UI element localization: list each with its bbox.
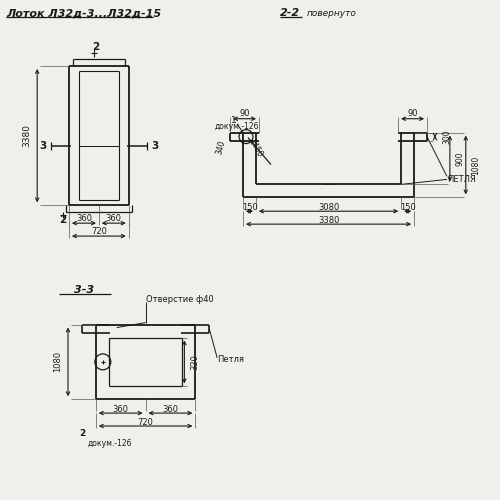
Text: докум.-126: докум.-126 — [88, 440, 132, 448]
Text: 3380: 3380 — [22, 124, 32, 147]
Text: 360: 360 — [112, 404, 128, 413]
Text: 150: 150 — [400, 202, 415, 211]
Text: 2: 2 — [60, 215, 66, 225]
Text: 3: 3 — [152, 140, 159, 150]
Text: 1: 1 — [231, 116, 237, 125]
Text: 360: 360 — [162, 404, 178, 413]
Text: 3-3: 3-3 — [74, 285, 94, 295]
Text: докум.-126: докум.-126 — [214, 122, 258, 131]
Text: 2: 2 — [79, 430, 85, 438]
Text: 3080: 3080 — [318, 202, 339, 211]
Text: 360: 360 — [106, 214, 122, 222]
Text: 360: 360 — [76, 214, 92, 222]
Text: 300: 300 — [442, 130, 452, 144]
Text: 320: 320 — [190, 354, 199, 370]
Text: ПЕТЛЯ: ПЕТЛЯ — [447, 175, 476, 184]
Text: 90: 90 — [408, 110, 418, 118]
Text: 1080: 1080 — [54, 352, 62, 372]
Text: 2: 2 — [92, 42, 100, 52]
Text: Отверстие ф40: Отверстие ф40 — [146, 295, 214, 304]
Text: 340: 340 — [215, 140, 228, 156]
Text: 2-2: 2-2 — [280, 8, 300, 18]
Text: 720: 720 — [91, 226, 107, 235]
Text: 720: 720 — [138, 418, 154, 426]
Text: 900: 900 — [456, 151, 464, 166]
Text: Лоток Л32д-3...Л32д-15: Лоток Л32д-3...Л32д-15 — [6, 8, 162, 18]
Text: повернуто: повернуто — [306, 9, 356, 18]
Text: 150: 150 — [242, 202, 258, 211]
Text: 1080: 1080 — [471, 156, 480, 174]
Text: 3: 3 — [39, 140, 46, 150]
Text: 90: 90 — [240, 110, 250, 118]
Text: 3380: 3380 — [318, 216, 339, 224]
Text: Петля: Петля — [217, 356, 244, 364]
Text: 1450: 1450 — [246, 138, 264, 159]
